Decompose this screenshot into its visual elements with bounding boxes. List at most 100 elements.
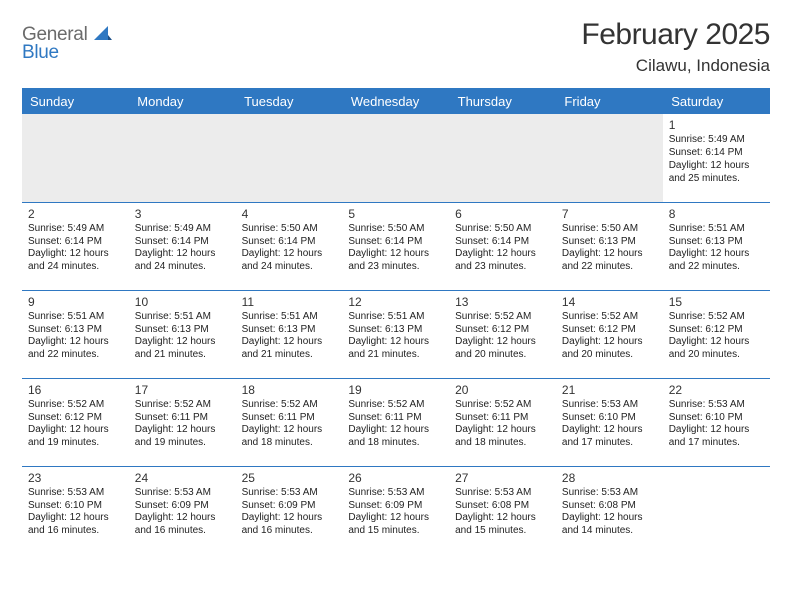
sunrise-line: Sunrise: 5:53 AM xyxy=(348,487,443,500)
calendar-empty-cell xyxy=(236,114,343,202)
weekday-heading: Wednesday xyxy=(342,88,449,114)
day-info: Sunrise: 5:51 AMSunset: 6:13 PMDaylight:… xyxy=(348,311,443,362)
calendar-week-row: 16Sunrise: 5:52 AMSunset: 6:12 PMDayligh… xyxy=(22,378,770,466)
day-info: Sunrise: 5:53 AMSunset: 6:09 PMDaylight:… xyxy=(242,487,337,538)
logo-line2: Blue xyxy=(22,42,112,64)
calendar-day-cell: 12Sunrise: 5:51 AMSunset: 6:13 PMDayligh… xyxy=(342,290,449,378)
sunrise-line: Sunrise: 5:53 AM xyxy=(242,487,337,500)
daylight-line: Daylight: 12 hours and 18 minutes. xyxy=(242,424,337,450)
day-info: Sunrise: 5:50 AMSunset: 6:13 PMDaylight:… xyxy=(562,223,657,274)
sunset-line: Sunset: 6:14 PM xyxy=(455,236,550,249)
location: Cilawu, Indonesia xyxy=(581,56,770,76)
sunrise-line: Sunrise: 5:51 AM xyxy=(135,311,230,324)
calendar-day-cell: 22Sunrise: 5:53 AMSunset: 6:10 PMDayligh… xyxy=(663,378,770,466)
daylight-line: Daylight: 12 hours and 24 minutes. xyxy=(28,248,123,274)
sunset-line: Sunset: 6:08 PM xyxy=(562,500,657,513)
sunset-line: Sunset: 6:13 PM xyxy=(562,236,657,249)
day-info: Sunrise: 5:53 AMSunset: 6:09 PMDaylight:… xyxy=(135,487,230,538)
calendar-day-cell: 17Sunrise: 5:52 AMSunset: 6:11 PMDayligh… xyxy=(129,378,236,466)
sunrise-line: Sunrise: 5:49 AM xyxy=(135,223,230,236)
daylight-line: Daylight: 12 hours and 16 minutes. xyxy=(135,512,230,538)
sunset-line: Sunset: 6:11 PM xyxy=(348,412,443,425)
calendar-week-row: 2Sunrise: 5:49 AMSunset: 6:14 PMDaylight… xyxy=(22,202,770,290)
calendar-day-cell: 1Sunrise: 5:49 AMSunset: 6:14 PMDaylight… xyxy=(663,114,770,202)
sunset-line: Sunset: 6:10 PM xyxy=(562,412,657,425)
calendar-day-cell: 6Sunrise: 5:50 AMSunset: 6:14 PMDaylight… xyxy=(449,202,556,290)
sunset-line: Sunset: 6:12 PM xyxy=(28,412,123,425)
daylight-line: Daylight: 12 hours and 14 minutes. xyxy=(562,512,657,538)
day-info: Sunrise: 5:52 AMSunset: 6:12 PMDaylight:… xyxy=(455,311,550,362)
calendar-empty-cell xyxy=(449,114,556,202)
sunset-line: Sunset: 6:08 PM xyxy=(455,500,550,513)
sunrise-line: Sunrise: 5:53 AM xyxy=(562,487,657,500)
sunrise-line: Sunrise: 5:53 AM xyxy=(455,487,550,500)
daylight-line: Daylight: 12 hours and 20 minutes. xyxy=(669,336,764,362)
day-info: Sunrise: 5:53 AMSunset: 6:10 PMDaylight:… xyxy=(669,399,764,450)
calendar-day-cell: 8Sunrise: 5:51 AMSunset: 6:13 PMDaylight… xyxy=(663,202,770,290)
day-number: 19 xyxy=(348,383,443,398)
calendar-empty-cell xyxy=(342,114,449,202)
day-info: Sunrise: 5:52 AMSunset: 6:11 PMDaylight:… xyxy=(242,399,337,450)
day-info: Sunrise: 5:49 AMSunset: 6:14 PMDaylight:… xyxy=(669,134,764,185)
day-number: 12 xyxy=(348,295,443,310)
calendar-day-cell: 23Sunrise: 5:53 AMSunset: 6:10 PMDayligh… xyxy=(22,466,129,546)
daylight-line: Daylight: 12 hours and 19 minutes. xyxy=(28,424,123,450)
calendar-day-cell: 2Sunrise: 5:49 AMSunset: 6:14 PMDaylight… xyxy=(22,202,129,290)
day-number: 13 xyxy=(455,295,550,310)
day-info: Sunrise: 5:50 AMSunset: 6:14 PMDaylight:… xyxy=(242,223,337,274)
sunset-line: Sunset: 6:12 PM xyxy=(455,324,550,337)
weekday-heading: Thursday xyxy=(449,88,556,114)
day-info: Sunrise: 5:51 AMSunset: 6:13 PMDaylight:… xyxy=(669,223,764,274)
weekday-heading: Tuesday xyxy=(236,88,343,114)
day-number: 10 xyxy=(135,295,230,310)
day-number: 17 xyxy=(135,383,230,398)
calendar-day-cell: 5Sunrise: 5:50 AMSunset: 6:14 PMDaylight… xyxy=(342,202,449,290)
weekday-heading: Friday xyxy=(556,88,663,114)
sunrise-line: Sunrise: 5:52 AM xyxy=(135,399,230,412)
daylight-line: Daylight: 12 hours and 21 minutes. xyxy=(242,336,337,362)
page-header: General Blue February 2025 Cilawu, Indon… xyxy=(22,18,770,76)
calendar-day-cell: 11Sunrise: 5:51 AMSunset: 6:13 PMDayligh… xyxy=(236,290,343,378)
sunrise-line: Sunrise: 5:49 AM xyxy=(669,134,764,147)
day-number: 22 xyxy=(669,383,764,398)
daylight-line: Daylight: 12 hours and 24 minutes. xyxy=(242,248,337,274)
sunrise-line: Sunrise: 5:52 AM xyxy=(562,311,657,324)
sunrise-line: Sunrise: 5:52 AM xyxy=(669,311,764,324)
calendar-table: Sunday Monday Tuesday Wednesday Thursday… xyxy=(22,88,770,546)
calendar-day-cell: 10Sunrise: 5:51 AMSunset: 6:13 PMDayligh… xyxy=(129,290,236,378)
sunset-line: Sunset: 6:14 PM xyxy=(348,236,443,249)
sunset-line: Sunset: 6:12 PM xyxy=(669,324,764,337)
day-number: 27 xyxy=(455,471,550,486)
sunrise-line: Sunrise: 5:52 AM xyxy=(455,311,550,324)
calendar-day-cell: 19Sunrise: 5:52 AMSunset: 6:11 PMDayligh… xyxy=(342,378,449,466)
sunset-line: Sunset: 6:14 PM xyxy=(28,236,123,249)
day-info: Sunrise: 5:53 AMSunset: 6:08 PMDaylight:… xyxy=(562,487,657,538)
sail-icon xyxy=(94,26,112,40)
daylight-line: Daylight: 12 hours and 15 minutes. xyxy=(455,512,550,538)
calendar-empty-cell xyxy=(663,466,770,546)
calendar-day-cell: 21Sunrise: 5:53 AMSunset: 6:10 PMDayligh… xyxy=(556,378,663,466)
day-info: Sunrise: 5:52 AMSunset: 6:11 PMDaylight:… xyxy=(455,399,550,450)
calendar-week-row: 1Sunrise: 5:49 AMSunset: 6:14 PMDaylight… xyxy=(22,114,770,202)
sunset-line: Sunset: 6:14 PM xyxy=(669,147,764,160)
calendar-day-cell: 28Sunrise: 5:53 AMSunset: 6:08 PMDayligh… xyxy=(556,466,663,546)
sunrise-line: Sunrise: 5:53 AM xyxy=(669,399,764,412)
daylight-line: Daylight: 12 hours and 24 minutes. xyxy=(135,248,230,274)
day-number: 14 xyxy=(562,295,657,310)
weekday-heading: Saturday xyxy=(663,88,770,114)
day-info: Sunrise: 5:52 AMSunset: 6:11 PMDaylight:… xyxy=(135,399,230,450)
sunset-line: Sunset: 6:13 PM xyxy=(135,324,230,337)
daylight-line: Daylight: 12 hours and 16 minutes. xyxy=(28,512,123,538)
daylight-line: Daylight: 12 hours and 23 minutes. xyxy=(348,248,443,274)
day-number: 1 xyxy=(669,118,764,133)
day-number: 2 xyxy=(28,207,123,222)
calendar-day-cell: 26Sunrise: 5:53 AMSunset: 6:09 PMDayligh… xyxy=(342,466,449,546)
calendar-day-cell: 18Sunrise: 5:52 AMSunset: 6:11 PMDayligh… xyxy=(236,378,343,466)
day-info: Sunrise: 5:53 AMSunset: 6:10 PMDaylight:… xyxy=(562,399,657,450)
daylight-line: Daylight: 12 hours and 22 minutes. xyxy=(669,248,764,274)
calendar-page: General Blue February 2025 Cilawu, Indon… xyxy=(0,0,792,612)
daylight-line: Daylight: 12 hours and 22 minutes. xyxy=(562,248,657,274)
calendar-day-cell: 7Sunrise: 5:50 AMSunset: 6:13 PMDaylight… xyxy=(556,202,663,290)
sunrise-line: Sunrise: 5:51 AM xyxy=(242,311,337,324)
day-info: Sunrise: 5:52 AMSunset: 6:12 PMDaylight:… xyxy=(28,399,123,450)
